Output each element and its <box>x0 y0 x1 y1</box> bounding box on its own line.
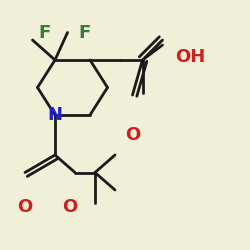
Text: OH: OH <box>175 48 205 66</box>
Text: N: N <box>48 106 62 124</box>
Text: F: F <box>39 24 51 42</box>
Text: O: O <box>125 126 140 144</box>
Text: O: O <box>18 198 32 216</box>
Text: F: F <box>79 24 91 42</box>
Text: O: O <box>62 198 78 216</box>
